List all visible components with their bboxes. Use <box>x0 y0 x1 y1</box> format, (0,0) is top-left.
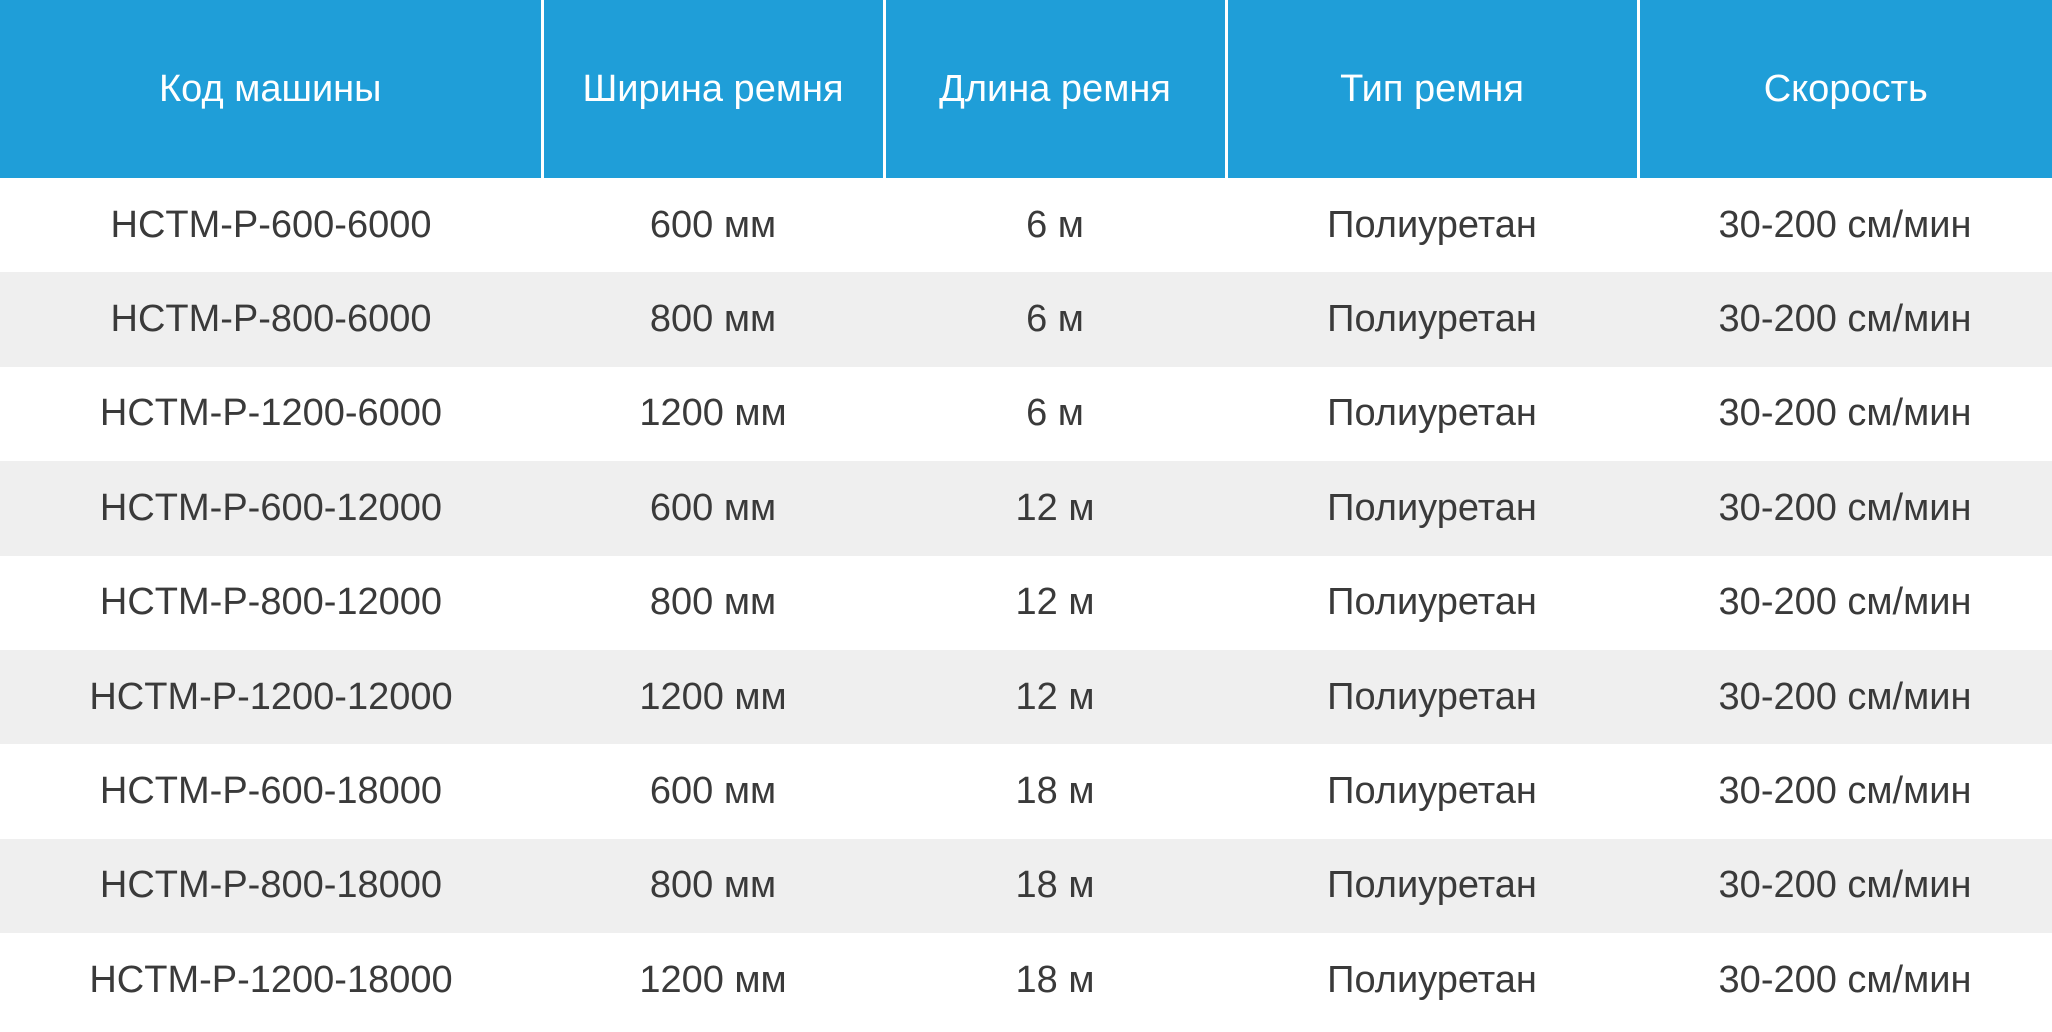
cell-belt-length: 18 м <box>884 744 1226 839</box>
cell-belt-width: 800 мм <box>542 272 884 367</box>
header-machine-code: Код машины <box>0 0 542 178</box>
cell-belt-type: Полиуретан <box>1226 366 1638 462</box>
cell-speed: 30-200 см/мин <box>1638 555 2052 650</box>
cell-machine-code: HCTM-P-1200-6000 <box>0 366 542 462</box>
cell-belt-type: Полиуретан <box>1226 555 1638 650</box>
cell-belt-width: 600 мм <box>542 461 884 556</box>
cell-belt-type: Полиуретан <box>1226 272 1638 367</box>
cell-belt-width: 1200 мм <box>542 649 884 745</box>
cell-machine-code: HCTM-P-600-12000 <box>0 461 542 556</box>
cell-machine-code: HCTM-P-1200-12000 <box>0 649 542 745</box>
cell-speed: 30-200 см/мин <box>1638 744 2052 839</box>
cell-belt-length: 6 м <box>884 272 1226 367</box>
cell-belt-width: 1200 мм <box>542 366 884 462</box>
cell-belt-width: 1200 мм <box>542 933 884 1028</box>
cell-belt-width: 800 мм <box>542 555 884 650</box>
cell-belt-width: 600 мм <box>542 178 884 273</box>
header-belt-length: Длина ремня <box>882 0 1226 178</box>
cell-speed: 30-200 см/мин <box>1638 933 2052 1028</box>
cell-belt-width: 600 мм <box>542 744 884 839</box>
cell-speed: 30-200 см/мин <box>1638 461 2052 556</box>
cell-belt-length: 12 м <box>884 461 1226 556</box>
cell-belt-length: 18 м <box>884 838 1226 934</box>
cell-speed: 30-200 см/мин <box>1638 272 2052 367</box>
table-row: HCTM-P-800-12000 800 мм 12 м Полиуретан … <box>0 555 2052 650</box>
cell-machine-code: HCTM-P-800-12000 <box>0 555 542 650</box>
table-row: HCTM-P-1200-6000 1200 мм 6 м Полиуретан … <box>0 366 2052 462</box>
cell-belt-type: Полиуретан <box>1226 178 1638 273</box>
table-row: HCTM-P-600-18000 600 мм 18 м Полиуретан … <box>0 744 2052 839</box>
header-belt-type: Тип ремня <box>1224 0 1638 178</box>
cell-belt-type: Полиуретан <box>1226 461 1638 556</box>
cell-belt-length: 18 м <box>884 933 1226 1028</box>
cell-speed: 30-200 см/мин <box>1638 838 2052 934</box>
cell-belt-width: 800 мм <box>542 838 884 934</box>
cell-belt-type: Полиуретан <box>1226 744 1638 839</box>
table-row: HCTM-P-600-12000 600 мм 12 м Полиуретан … <box>0 461 2052 556</box>
header-belt-width: Ширина ремня <box>540 0 884 178</box>
cell-belt-length: 12 м <box>884 555 1226 650</box>
table-body: HCTM-P-600-6000 600 мм 6 м Полиуретан 30… <box>0 178 2052 1028</box>
cell-belt-type: Полиуретан <box>1226 649 1638 745</box>
cell-machine-code: HCTM-P-800-6000 <box>0 272 542 367</box>
table-row: HCTM-P-600-6000 600 мм 6 м Полиуретан 30… <box>0 178 2052 273</box>
cell-speed: 30-200 см/мин <box>1638 366 2052 462</box>
table-row: HCTM-P-800-18000 800 мм 18 м Полиуретан … <box>0 838 2052 934</box>
table-row: HCTM-P-800-6000 800 мм 6 м Полиуретан 30… <box>0 272 2052 367</box>
header-speed: Скорость <box>1636 0 2052 178</box>
cell-machine-code: HCTM-P-600-18000 <box>0 744 542 839</box>
cell-speed: 30-200 см/мин <box>1638 178 2052 273</box>
table-row: HCTM-P-1200-18000 1200 мм 18 м Полиурета… <box>0 933 2052 1028</box>
cell-belt-length: 6 м <box>884 366 1226 462</box>
cell-speed: 30-200 см/мин <box>1638 649 2052 745</box>
cell-belt-type: Полиуретан <box>1226 933 1638 1028</box>
cell-machine-code: HCTM-P-600-6000 <box>0 178 542 273</box>
cell-belt-length: 6 м <box>884 178 1226 273</box>
cell-machine-code: HCTM-P-800-18000 <box>0 838 542 934</box>
cell-machine-code: HCTM-P-1200-18000 <box>0 933 542 1028</box>
cell-belt-type: Полиуретан <box>1226 838 1638 934</box>
cell-belt-length: 12 м <box>884 649 1226 745</box>
table-header: Код машины Ширина ремня Длина ремня Тип … <box>0 0 2052 178</box>
table-row: HCTM-P-1200-12000 1200 мм 12 м Полиурета… <box>0 649 2052 745</box>
header-row: Код машины Ширина ремня Длина ремня Тип … <box>0 0 2052 178</box>
